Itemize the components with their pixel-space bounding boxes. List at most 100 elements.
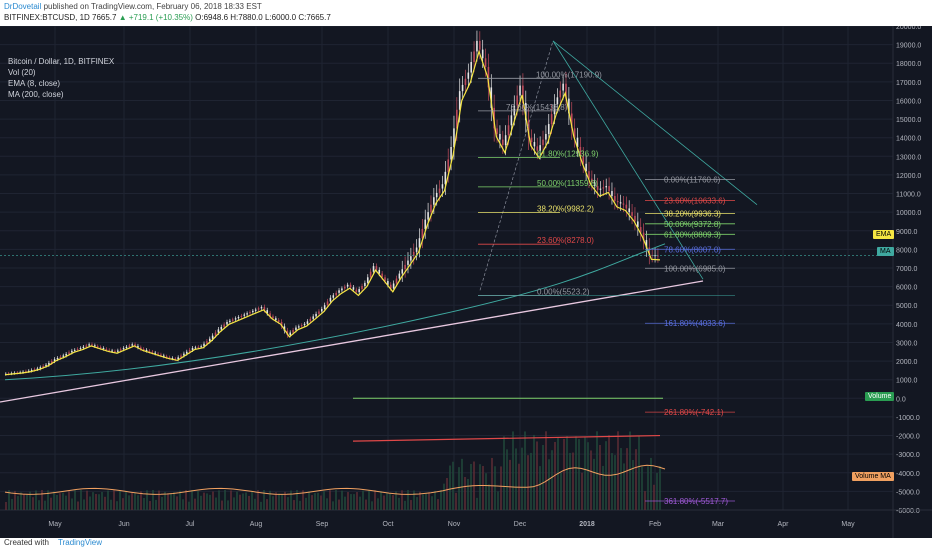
volume-bar <box>629 431 631 510</box>
volume-bar <box>563 438 565 510</box>
volume-bar <box>419 491 421 510</box>
y-tick-label: -1000.0 <box>896 415 920 422</box>
candle-body <box>637 221 639 228</box>
volume-bar <box>422 494 424 510</box>
candle-body <box>214 332 217 336</box>
volume-bar <box>71 498 73 510</box>
candle-body <box>605 186 608 188</box>
candle-body <box>588 171 590 179</box>
volume-bar <box>611 453 613 510</box>
candle-body <box>346 284 349 287</box>
volume-bar <box>299 500 301 510</box>
candle-body <box>456 109 458 129</box>
footer: Created with TradingView <box>0 538 932 550</box>
candle-body <box>154 352 156 354</box>
volume-bar <box>212 491 214 510</box>
volume-bar <box>425 493 427 510</box>
volume-bar <box>20 492 22 510</box>
price-chart[interactable]: 20000.0 19000.0 18000.0 17000.0 16000.0 15000… <box>0 26 932 538</box>
candle-body <box>487 66 490 88</box>
volume-bar <box>467 478 469 510</box>
candle-body <box>79 348 82 350</box>
volume-bar <box>209 494 211 510</box>
candle-body <box>332 295 335 298</box>
volume-bar <box>203 492 205 510</box>
candle-body <box>275 318 277 321</box>
volume-bar <box>638 436 640 510</box>
candle-body <box>625 204 628 209</box>
candle-body <box>142 348 145 350</box>
volume-bar <box>119 490 121 510</box>
candle-body <box>444 171 447 185</box>
fib-right-label: 161.80%(4033.6) <box>664 319 726 328</box>
candle-body <box>257 308 260 310</box>
y-tick-label: -4000.0 <box>896 471 920 478</box>
volume-bar <box>635 449 637 510</box>
y-tick-label: -2000.0 <box>896 434 920 441</box>
volume-bar <box>395 491 397 510</box>
candle-body <box>27 370 30 372</box>
volume-bar <box>515 448 517 510</box>
candle-body <box>519 85 521 96</box>
candle-body <box>570 113 573 129</box>
volume-bar <box>404 500 406 510</box>
candle-body <box>387 281 389 285</box>
volume-bar <box>290 490 292 510</box>
candle-body <box>384 277 386 282</box>
volume-bar <box>158 490 160 510</box>
candle-body <box>545 133 547 140</box>
volume-bar <box>164 491 166 510</box>
candle-body <box>326 301 329 306</box>
y-tick-label: 12000.0 <box>896 173 921 180</box>
fib-left-label: 0.00%(5523.2) <box>537 287 590 296</box>
candle-body <box>102 348 105 350</box>
chart-panel[interactable]: 20000.0 19000.0 18000.0 17000.0 16000.0 15000… <box>0 26 932 538</box>
candle-body <box>240 315 243 318</box>
volume-bar <box>194 498 196 510</box>
y-tick-label: 11000.0 <box>896 192 921 199</box>
volume-bar <box>26 494 28 510</box>
volume-bar <box>275 492 277 510</box>
author-link[interactable]: DrDovetail <box>4 2 42 11</box>
volume-bar <box>266 499 268 510</box>
candle-body <box>415 247 418 252</box>
candle-body <box>111 350 113 352</box>
candle-body <box>229 320 231 322</box>
candle-body <box>323 305 326 309</box>
candle-body <box>188 349 191 352</box>
volume-bar <box>581 472 583 510</box>
chart-background <box>0 26 932 538</box>
candle-body <box>568 98 570 114</box>
volume-bar <box>416 497 418 510</box>
volume-bar <box>155 499 157 510</box>
candle-body <box>168 357 171 359</box>
volume-bar <box>371 501 373 510</box>
tradingview-logo[interactable]: TradingView <box>58 538 103 547</box>
candle-body <box>369 271 372 278</box>
volume-bar <box>620 448 622 510</box>
candle-body <box>252 310 254 313</box>
candle-body <box>524 102 527 121</box>
candle-body <box>321 308 323 312</box>
volume-bar <box>377 498 379 510</box>
candle-body <box>88 344 90 346</box>
candle-body <box>559 90 562 98</box>
ema-line <box>4 49 661 376</box>
candle-body <box>131 344 134 346</box>
candle-body <box>22 371 24 373</box>
volume-bar <box>359 496 361 510</box>
candle-body <box>226 321 228 325</box>
volume-bar <box>623 463 625 510</box>
candle-body <box>277 320 280 322</box>
candle-body <box>358 289 360 293</box>
volume-bar <box>434 490 436 510</box>
candle-body <box>608 186 610 192</box>
volume-bar <box>5 502 7 510</box>
volume-bar <box>362 490 364 510</box>
volume-bar <box>407 490 409 510</box>
candle-body <box>473 51 475 62</box>
volume-bar <box>311 495 313 510</box>
y-tick-label: 2000.0 <box>896 359 918 366</box>
volume-bar <box>302 490 304 510</box>
fib-left-label: 38.20%(9982.2) <box>537 204 594 213</box>
